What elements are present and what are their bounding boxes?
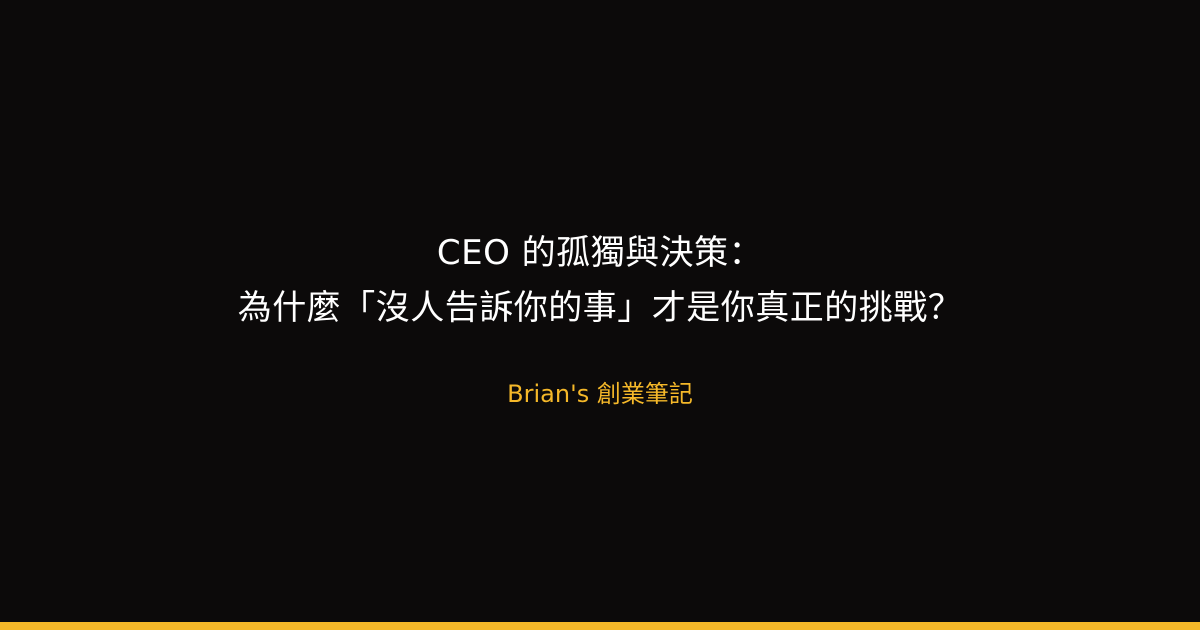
accent-bar	[0, 622, 1200, 630]
headline-line-1: CEO 的孤獨與決策：	[436, 233, 764, 273]
headline-line-2: 為什麼「沒人告訴你的事」才是你真正的挑戰？	[237, 288, 963, 328]
headline: CEO 的孤獨與決策： 為什麼「沒人告訴你的事」才是你真正的挑戰？	[0, 226, 1200, 336]
author-byline: Brian's 創業筆記	[507, 380, 693, 408]
